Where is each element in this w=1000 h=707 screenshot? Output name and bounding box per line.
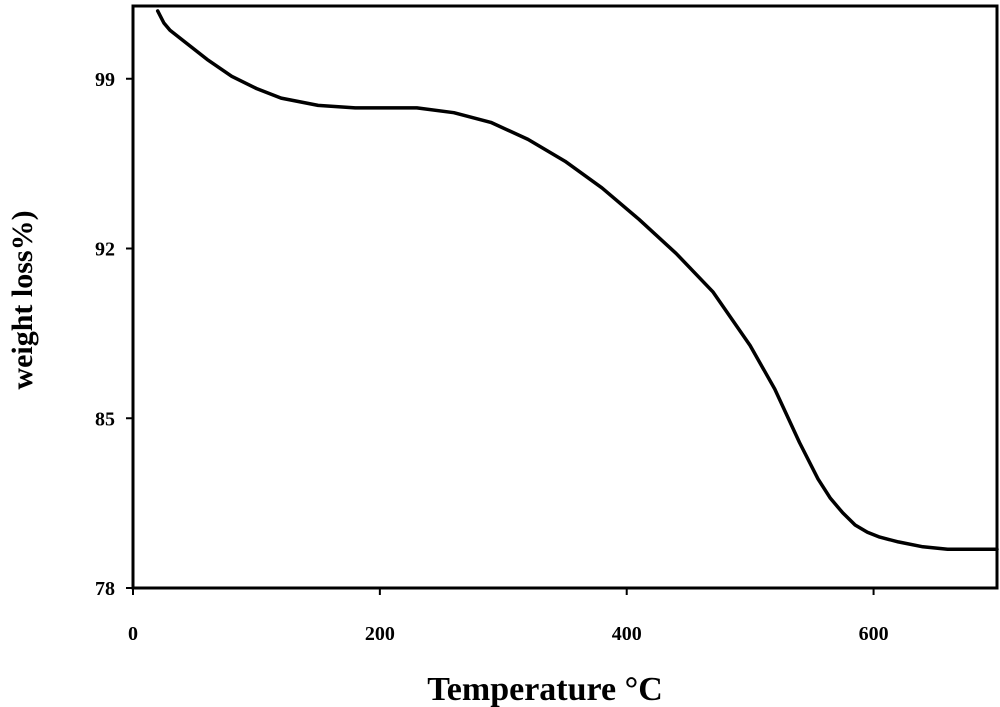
- x-tick-label: 600: [859, 623, 889, 645]
- plot-area: 78 85 92 99 0 200 400 600: [95, 4, 999, 645]
- y-tick-label: 99: [95, 69, 115, 91]
- x-tick-label: 400: [612, 623, 642, 645]
- y-tick-label: 92: [95, 239, 115, 261]
- x-tick-label: 0: [128, 623, 138, 645]
- series-line: [155, 9, 999, 551]
- y-tick-label: 78: [95, 578, 115, 600]
- x-axis-title: Temperature °C: [427, 671, 663, 707]
- y-tick-label: 85: [95, 408, 115, 430]
- plot-frame: [131, 4, 999, 590]
- x-tick-label: 200: [365, 623, 395, 645]
- y-axis-title: weight loss%): [6, 210, 39, 389]
